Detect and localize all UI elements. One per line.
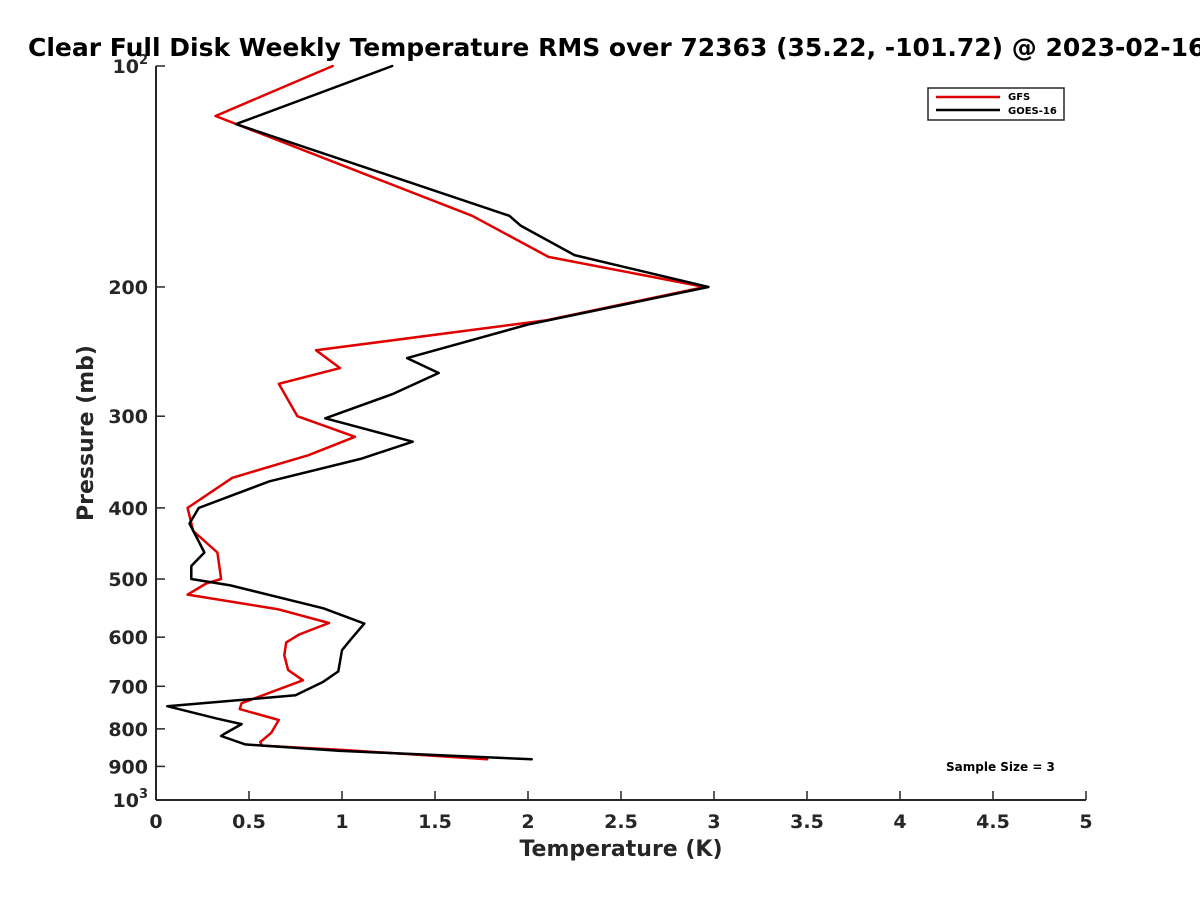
y-ticks: 102 200 300 400 500 600 700 800 900 103 — [108, 53, 165, 812]
y-tick-label: 200 — [108, 277, 148, 299]
series-line-goes16 — [165, 64, 710, 761]
y-tick-label: 600 — [108, 627, 148, 649]
x-tick-label: 3.5 — [790, 811, 824, 833]
x-tick-label: 1 — [335, 811, 348, 833]
x-tick-label: 0.5 — [232, 811, 266, 833]
legend-box — [927, 87, 1065, 121]
y-tick-label: 500 — [108, 569, 148, 591]
legend-label-gfs: GFS — [1008, 92, 1030, 103]
sample-size-annotation: Sample Size = 3 — [946, 760, 1055, 774]
x-tick-label: 1.5 — [418, 811, 452, 833]
y-tick-label: 800 — [108, 719, 148, 741]
y-tick-label: 700 — [108, 676, 148, 698]
y-tick-label: 900 — [108, 756, 148, 778]
x-tick-label: 2 — [521, 811, 534, 833]
legend-label-goes16: GOES-16 — [1008, 106, 1057, 117]
x-axis-label: Temperature (K) — [519, 837, 722, 862]
y-tick-label: 102 — [113, 53, 149, 78]
y-tick-label: 400 — [108, 498, 148, 520]
y-tick-label: 300 — [108, 406, 148, 428]
legend: GFS GOES-16 — [927, 87, 1065, 121]
x-tick-label: 4 — [893, 811, 906, 833]
y-axis-label: Pressure (mb) — [74, 345, 99, 521]
x-tick-label: 3 — [707, 811, 720, 833]
x-tick-label: 2.5 — [604, 811, 638, 833]
x-tick-label: 4.5 — [976, 811, 1010, 833]
x-tick-label: 0 — [149, 811, 162, 833]
chart-title: Clear Full Disk Weekly Temperature RMS o… — [28, 33, 1200, 62]
x-ticks: 0 0.5 1 1.5 2 2.5 3 3.5 4 4.5 5 — [149, 791, 1093, 833]
y-tick-label: 103 — [113, 787, 149, 812]
plot-lines — [165, 64, 710, 761]
series-line-gfs — [186, 64, 706, 761]
x-tick-label: 5 — [1079, 811, 1092, 833]
axes — [155, 66, 1086, 801]
